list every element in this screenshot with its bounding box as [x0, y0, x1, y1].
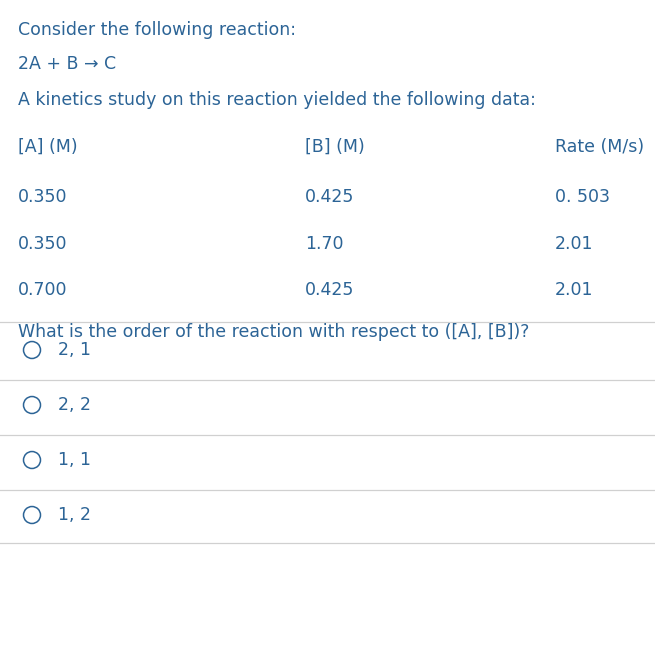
Text: A kinetics study on this reaction yielded the following data:: A kinetics study on this reaction yielde… — [18, 91, 536, 109]
Text: 2, 2: 2, 2 — [58, 396, 91, 414]
Text: 2.01: 2.01 — [555, 281, 593, 299]
Text: [B] (M): [B] (M) — [305, 138, 365, 156]
Text: What is the order of the reaction with respect to ([A], [B])?: What is the order of the reaction with r… — [18, 323, 529, 341]
Text: 2, 1: 2, 1 — [58, 341, 91, 359]
Text: 1.70: 1.70 — [305, 235, 343, 253]
Text: 0.700: 0.700 — [18, 281, 67, 299]
Text: 0.350: 0.350 — [18, 235, 67, 253]
Text: [A] (M): [A] (M) — [18, 138, 78, 156]
Text: 0.350: 0.350 — [18, 188, 67, 206]
Text: 2A + B → C: 2A + B → C — [18, 55, 116, 73]
Text: Rate (M/s): Rate (M/s) — [555, 138, 644, 156]
Text: 2.01: 2.01 — [555, 235, 593, 253]
Text: 0.425: 0.425 — [305, 188, 354, 206]
Text: 1, 2: 1, 2 — [58, 506, 91, 524]
Text: 0.425: 0.425 — [305, 281, 354, 299]
Text: 0. 503: 0. 503 — [555, 188, 610, 206]
Text: 1, 1: 1, 1 — [58, 451, 91, 469]
Text: Consider the following reaction:: Consider the following reaction: — [18, 21, 296, 39]
